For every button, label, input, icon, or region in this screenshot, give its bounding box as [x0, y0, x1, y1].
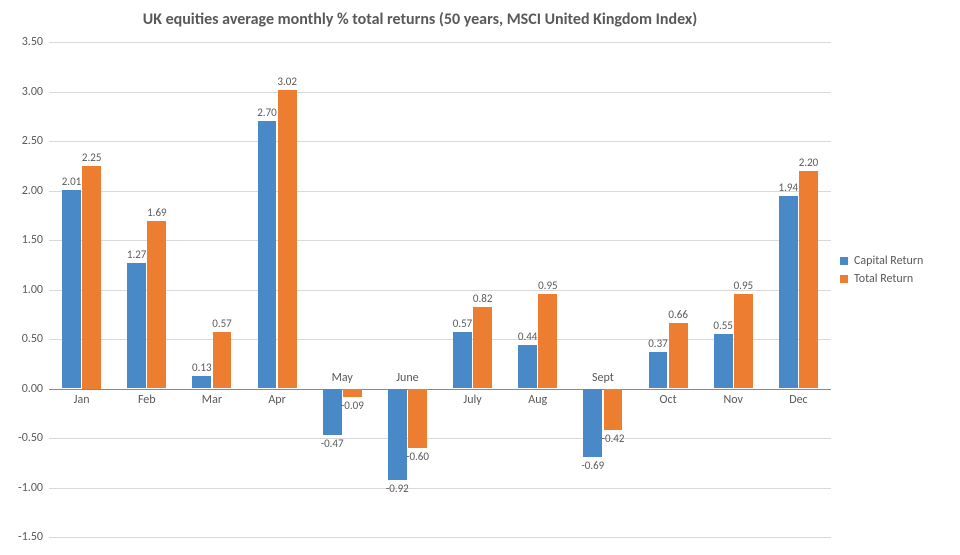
value-label: 0.44 [518, 330, 538, 343]
gridline [49, 438, 831, 439]
value-label: 0.55 [713, 319, 733, 332]
legend-swatch [840, 275, 848, 283]
value-label: 0.95 [734, 279, 754, 292]
x-axis-label: Aug [528, 393, 547, 407]
bar [82, 166, 101, 389]
bar [604, 389, 623, 431]
plot-area: -1.50-1.00-0.500.000.501.001.502.002.503… [48, 42, 831, 537]
bar [192, 376, 211, 389]
x-axis-label: Jan [74, 393, 90, 407]
value-label: 2.01 [62, 175, 82, 188]
x-axis-label: Oct [660, 393, 677, 407]
x-axis-label: Sept [592, 371, 614, 385]
bar [388, 389, 407, 480]
bar [343, 389, 362, 398]
gridline [49, 488, 831, 489]
legend-item: Capital Return [840, 254, 923, 268]
legend-label: Capital Return [854, 254, 923, 268]
value-label: 0.95 [538, 279, 558, 292]
value-label: -0.09 [341, 399, 364, 412]
bar [323, 389, 342, 436]
value-label: 0.13 [192, 361, 212, 374]
y-axis-label: 0.50 [0, 332, 49, 346]
x-axis-label: July [463, 393, 481, 407]
gridline [49, 537, 831, 538]
bar [62, 190, 81, 389]
bar [583, 389, 602, 457]
value-label: -0.92 [386, 482, 409, 495]
bar [473, 307, 492, 388]
legend-swatch [840, 257, 848, 265]
bar [147, 221, 166, 388]
value-label: 0.57 [453, 317, 473, 330]
value-label: -0.69 [581, 459, 604, 472]
bar [538, 294, 557, 388]
y-axis-label: 0.00 [0, 382, 49, 396]
bar [779, 196, 798, 388]
legend-item: Total Return [840, 272, 923, 286]
y-axis-label: 1.00 [0, 283, 49, 297]
bar [714, 334, 733, 388]
value-label: -0.42 [602, 432, 625, 445]
chart-container: UK equities average monthly % total retu… [0, 0, 960, 555]
value-label: 1.27 [127, 248, 147, 261]
x-axis-label: Feb [138, 393, 156, 407]
x-axis-label: Apr [268, 393, 285, 407]
y-axis-label: 3.00 [0, 85, 49, 99]
legend: Capital Return Total Return [840, 250, 923, 290]
value-label: 2.25 [82, 151, 102, 164]
bar [518, 345, 537, 389]
value-label: -0.60 [406, 450, 429, 463]
gridline [49, 92, 831, 93]
bar [408, 389, 427, 448]
bar [649, 352, 668, 389]
bar [127, 263, 146, 389]
bar [213, 332, 232, 388]
y-axis-label: -0.50 [0, 431, 49, 445]
bar [799, 171, 818, 389]
x-axis-label: Nov [724, 393, 743, 407]
gridline [49, 389, 831, 390]
value-label: 2.70 [257, 106, 277, 119]
bar [258, 121, 277, 388]
x-axis-label: June [396, 371, 418, 385]
chart-title: UK equities average monthly % total retu… [0, 10, 840, 29]
gridline [49, 191, 831, 192]
legend-label: Total Return [854, 272, 913, 286]
y-axis-label: 1.50 [0, 233, 49, 247]
value-label: 1.69 [147, 206, 167, 219]
y-axis-label: 2.00 [0, 184, 49, 198]
y-axis-label: -1.50 [0, 530, 49, 544]
value-label: 0.57 [212, 317, 232, 330]
value-label: -0.47 [321, 437, 344, 450]
value-label: 0.82 [473, 292, 493, 305]
value-label: 1.94 [779, 181, 799, 194]
value-label: 3.02 [277, 75, 297, 88]
x-axis-label: Dec [789, 393, 807, 407]
y-axis-label: 3.50 [0, 35, 49, 49]
value-label: 2.20 [799, 156, 819, 169]
y-axis-label: -1.00 [0, 481, 49, 495]
bar [734, 294, 753, 388]
bar [453, 332, 472, 388]
x-axis-label: Mar [202, 393, 222, 407]
gridline [49, 290, 831, 291]
gridline [49, 240, 831, 241]
gridline [49, 141, 831, 142]
bar [278, 90, 297, 389]
x-axis-label: May [332, 371, 353, 385]
gridline [49, 42, 831, 43]
bar [669, 323, 688, 388]
value-label: 0.37 [648, 337, 668, 350]
value-label: 0.66 [668, 308, 688, 321]
y-axis-label: 2.50 [0, 134, 49, 148]
